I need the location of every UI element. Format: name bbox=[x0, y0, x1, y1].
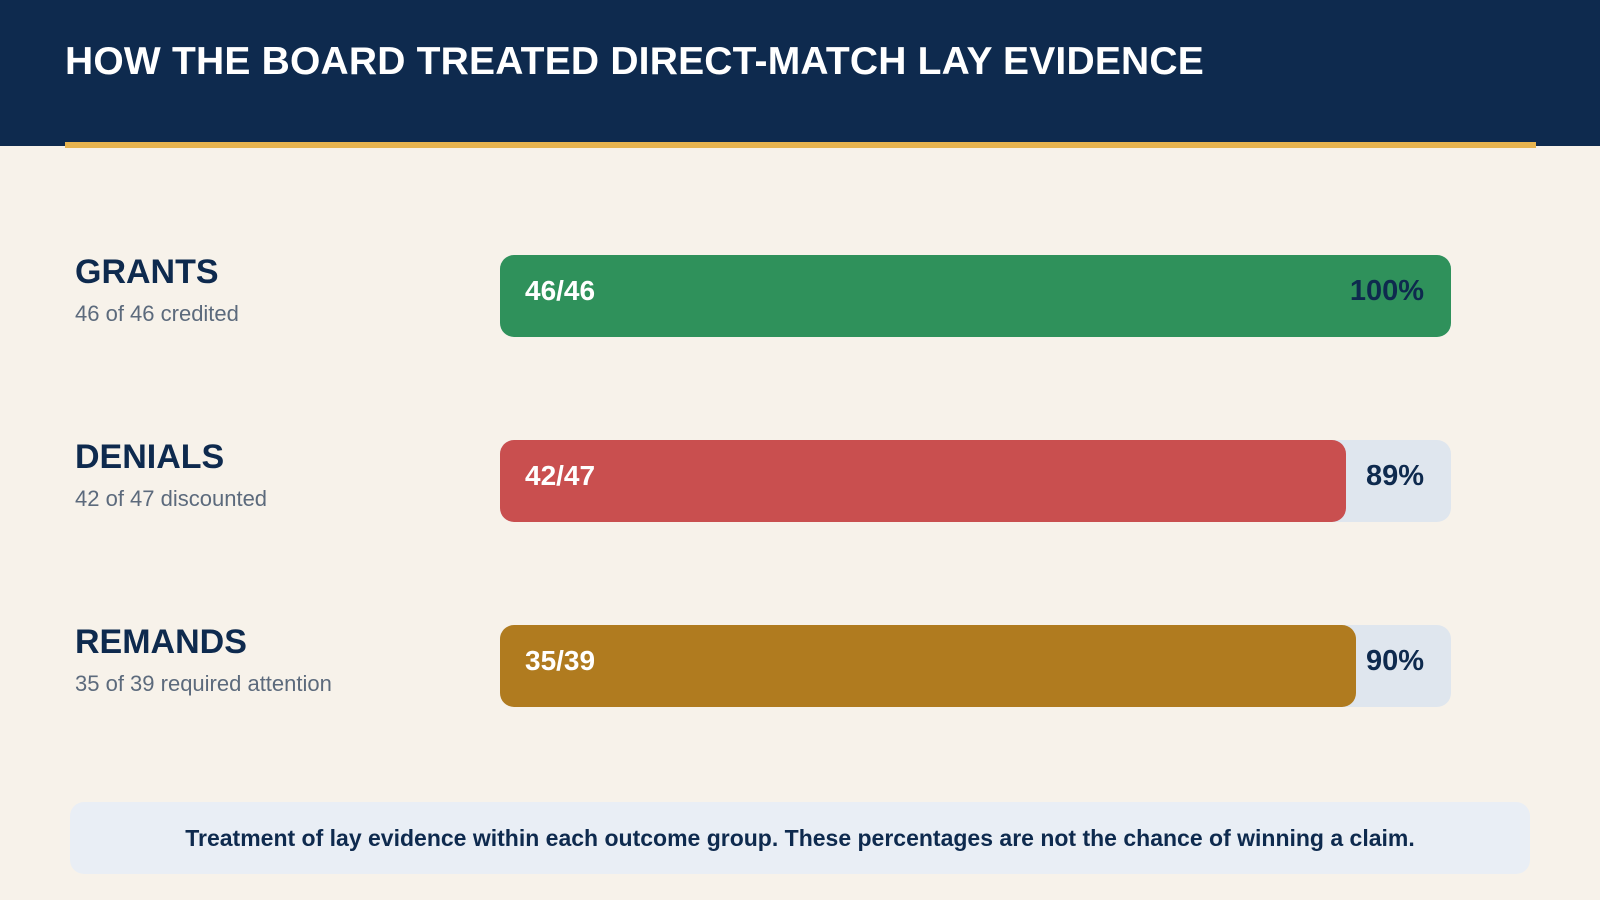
grants-percent-label: 100% bbox=[1349, 275, 1424, 307]
footnote-box: Treatment of lay evidence within each ou… bbox=[70, 802, 1530, 874]
header-bar: HOW THE BOARD TREATED DIRECT-MATCH LAY E… bbox=[0, 0, 1600, 146]
grants-bar-track: 46/46 100% bbox=[500, 255, 1451, 337]
remands-subtitle: 35 of 39 required attention bbox=[75, 671, 332, 696]
grants-bar bbox=[500, 255, 1451, 337]
grants-row: GRANTS 46 of 46 credited 46/46 100% bbox=[0, 253, 1600, 337]
denials-label: DENIALS bbox=[75, 438, 225, 476]
remands-count-label: 35/39 bbox=[525, 645, 596, 676]
remands-bar-track: 35/39 90% bbox=[500, 625, 1451, 707]
remands-label: REMANDS bbox=[75, 623, 247, 661]
grants-label: GRANTS bbox=[75, 253, 219, 291]
grants-count-label: 46/46 bbox=[525, 275, 596, 306]
grants-subtitle: 46 of 46 credited bbox=[75, 301, 239, 326]
denials-bar bbox=[500, 440, 1347, 522]
chart-title: HOW THE BOARD TREATED DIRECT-MATCH LAY E… bbox=[65, 40, 1204, 83]
remands-percent-label: 90% bbox=[1365, 645, 1424, 677]
denials-percent-label: 89% bbox=[1365, 460, 1424, 492]
accent-rule bbox=[65, 142, 1536, 148]
remands-row: REMANDS 35 of 39 required attention 35/3… bbox=[0, 623, 1600, 707]
remands-bar bbox=[500, 625, 1356, 707]
denials-subtitle: 42 of 47 discounted bbox=[75, 486, 268, 511]
denials-bar-track: 42/47 89% bbox=[500, 440, 1451, 522]
denials-row: DENIALS 42 of 47 discounted 42/47 89% bbox=[0, 438, 1600, 522]
denials-count-label: 42/47 bbox=[525, 460, 596, 491]
footnote-text: Treatment of lay evidence within each ou… bbox=[185, 825, 1415, 851]
